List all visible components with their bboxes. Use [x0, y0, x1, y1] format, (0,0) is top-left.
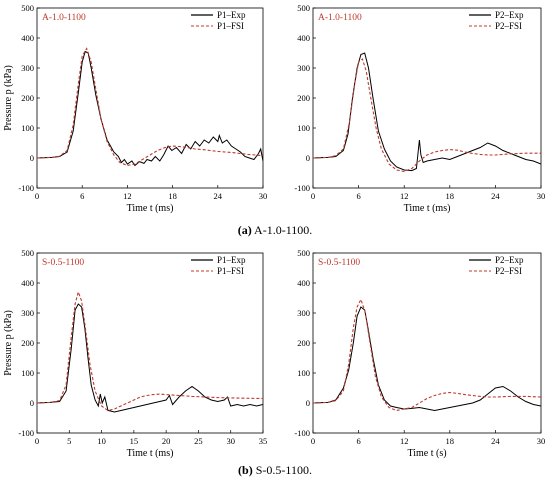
y-tick-label: 300 [297, 308, 310, 318]
panel-tag: S-0.5-1100 [42, 258, 84, 268]
x-tick-label: 0 [311, 436, 315, 446]
legend-entry: P2–FSI [495, 21, 522, 31]
y-tick-label: 200 [21, 338, 34, 348]
caption-b-text: S-0.5-1100. [253, 463, 312, 477]
y-tick-label: -100 [18, 428, 34, 438]
y-tick-label: 500 [21, 3, 34, 13]
x-axis-label: Time t (s) [407, 448, 446, 459]
x-tick-label: 12 [123, 191, 132, 201]
y-axis-label: Pressure p (kPa) [3, 65, 14, 131]
y-tick-label: 200 [21, 93, 34, 103]
caption-b-letter: (b) [238, 463, 253, 477]
y-tick-label: 100 [21, 368, 34, 378]
y-tick-label: 400 [21, 278, 34, 288]
x-tick-label: 30 [226, 436, 235, 446]
y-tick-label: 200 [297, 93, 310, 103]
legend-entry: P1–Exp [217, 10, 246, 20]
series-line-p1-fsi [37, 290, 263, 412]
series-line-p2-exp [313, 52, 541, 172]
x-tick-label: 20 [162, 436, 171, 446]
caption-a-letter: (a) [238, 223, 252, 237]
x-tick-label: 0 [35, 436, 39, 446]
y-tick-label: 0 [30, 398, 34, 408]
y-tick-label: 0 [306, 153, 310, 163]
y-tick-label: 0 [306, 398, 310, 408]
x-tick-label: 24 [491, 436, 500, 446]
x-tick-label: 12 [400, 191, 409, 201]
x-tick-label: 24 [214, 191, 223, 201]
y-tick-label: 300 [21, 308, 34, 318]
y-tick-label: 100 [21, 123, 34, 133]
x-tick-label: 5 [67, 436, 71, 446]
legend-entry: P1–FSI [217, 266, 244, 276]
x-tick-label: 24 [491, 191, 500, 201]
y-tick-label: 500 [297, 248, 310, 258]
y-tick-label: 100 [297, 123, 310, 133]
y-tick-label: -100 [294, 183, 310, 193]
series-line-p1-fsi [37, 47, 263, 167]
x-tick-label: 6 [80, 191, 84, 201]
x-axis-label: Time t (ms) [404, 203, 451, 214]
y-tick-label: 400 [297, 33, 310, 43]
plot-frame [312, 252, 542, 434]
caption-a-text: A-1.0-1100. [252, 223, 313, 237]
legend-entry: P2–Exp [495, 255, 524, 265]
series-line-p2-fsi [313, 298, 541, 412]
x-tick-label: 15 [130, 436, 139, 446]
series-line-p2-exp [313, 306, 541, 412]
x-tick-label: 30 [259, 191, 268, 201]
y-axis-label: Pressure p (kPa) [3, 310, 14, 376]
x-tick-label: 10 [97, 436, 106, 446]
y-tick-label: 300 [297, 63, 310, 73]
x-axis-label: Time t (ms) [127, 203, 174, 214]
x-tick-label: 6 [356, 436, 360, 446]
x-axis-label: Time t (ms) [127, 448, 174, 459]
x-tick-label: 18 [446, 191, 455, 201]
series-line-p1-exp [37, 50, 263, 167]
y-tick-label: 100 [297, 368, 310, 378]
x-tick-label: 18 [446, 436, 455, 446]
x-tick-label: 30 [537, 191, 546, 201]
x-tick-label: 6 [356, 191, 360, 201]
y-tick-label: 500 [297, 3, 310, 13]
y-tick-label: 0 [30, 153, 34, 163]
panel-tag: A-1.0-1100 [42, 13, 86, 23]
x-tick-label: 0 [311, 191, 315, 201]
legend-entry: P2–FSI [495, 266, 522, 276]
legend-entry: P1–FSI [217, 21, 244, 31]
y-tick-label: 300 [21, 63, 34, 73]
x-tick-label: 25 [194, 436, 203, 446]
x-tick-label: 0 [35, 191, 39, 201]
y-tick-label: -100 [18, 183, 34, 193]
series-line-p2-fsi [313, 58, 541, 173]
x-tick-label: 18 [168, 191, 177, 201]
panel-tag: S-0.5-1100 [318, 258, 360, 268]
x-tick-label: 30 [537, 436, 546, 446]
legend-entry: P2–Exp [495, 10, 524, 20]
y-tick-label: 500 [21, 248, 34, 258]
y-tick-label: -100 [294, 428, 310, 438]
caption-a: (a) A-1.0-1100. [238, 223, 313, 237]
legend-entry: P1–Exp [217, 255, 246, 265]
series-line-p1-exp [37, 303, 263, 413]
y-tick-label: 400 [297, 278, 310, 288]
panel-tag: A-1.0-1100 [318, 13, 362, 23]
x-tick-label: 35 [259, 436, 268, 446]
y-tick-label: 200 [297, 338, 310, 348]
y-tick-label: 400 [21, 33, 34, 43]
caption-b: (b) S-0.5-1100. [238, 463, 312, 477]
x-tick-label: 12 [400, 436, 409, 446]
